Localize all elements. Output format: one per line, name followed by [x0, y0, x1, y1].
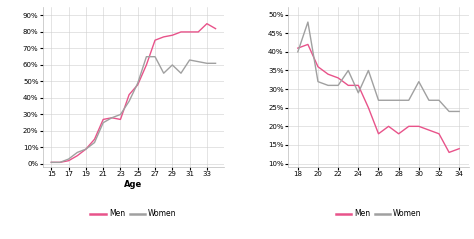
Men — [213, 27, 219, 30]
Men — [456, 147, 462, 150]
Men — [118, 118, 123, 121]
Men — [170, 34, 175, 37]
Men — [315, 65, 321, 68]
Women — [406, 99, 411, 102]
Men — [295, 47, 301, 49]
Men — [436, 132, 442, 135]
Women — [178, 72, 184, 75]
Men — [144, 64, 149, 66]
Women — [135, 82, 141, 85]
Men — [83, 148, 89, 151]
Men — [109, 116, 115, 119]
Women — [66, 158, 72, 160]
Women — [416, 80, 422, 83]
Legend: Men, Women: Men, Women — [87, 206, 180, 222]
Women — [83, 148, 89, 151]
Women — [346, 69, 351, 72]
Women — [295, 50, 301, 53]
Women — [187, 59, 192, 61]
Women — [74, 151, 80, 154]
Women — [109, 116, 115, 119]
Women — [426, 99, 432, 102]
Men — [74, 154, 80, 157]
Women — [213, 62, 219, 65]
Women — [161, 72, 166, 75]
Men — [100, 118, 106, 121]
Men — [446, 151, 452, 154]
Women — [195, 60, 201, 63]
Men — [204, 22, 210, 25]
X-axis label: Age: Age — [124, 180, 143, 189]
Women — [456, 110, 462, 113]
Women — [144, 55, 149, 58]
Men — [152, 39, 158, 42]
Men — [178, 31, 184, 33]
Men — [346, 84, 351, 87]
Men — [335, 76, 341, 79]
Women — [170, 64, 175, 66]
Men — [365, 106, 371, 109]
Women — [335, 84, 341, 87]
Women — [376, 99, 382, 102]
Women — [436, 99, 442, 102]
Line: Women: Women — [298, 22, 459, 111]
Men — [325, 73, 331, 76]
Men — [406, 125, 411, 128]
Men — [57, 161, 63, 164]
Men — [135, 83, 141, 86]
Men — [48, 161, 54, 164]
Line: Men: Men — [51, 24, 216, 162]
Women — [446, 110, 452, 113]
Women — [386, 99, 392, 102]
Men — [416, 125, 422, 128]
Women — [356, 91, 361, 94]
Women — [365, 69, 371, 72]
Women — [48, 161, 54, 164]
Legend: Men, Women: Men, Women — [332, 206, 425, 222]
Line: Men: Men — [298, 44, 459, 152]
Women — [325, 84, 331, 87]
Women — [100, 121, 106, 124]
Line: Women: Women — [51, 57, 216, 162]
Men — [376, 132, 382, 135]
Men — [305, 43, 311, 46]
Women — [305, 21, 311, 23]
Women — [57, 161, 63, 164]
Women — [126, 100, 132, 103]
Women — [315, 80, 321, 83]
Men — [91, 138, 97, 141]
Women — [118, 113, 123, 116]
Men — [386, 125, 392, 128]
Men — [126, 93, 132, 96]
Women — [91, 141, 97, 144]
Women — [152, 55, 158, 58]
Men — [66, 159, 72, 162]
Men — [161, 35, 166, 38]
Women — [204, 62, 210, 65]
Men — [426, 129, 432, 131]
Men — [396, 132, 401, 135]
Men — [195, 31, 201, 33]
Women — [396, 99, 401, 102]
Men — [187, 31, 192, 33]
Men — [356, 84, 361, 87]
